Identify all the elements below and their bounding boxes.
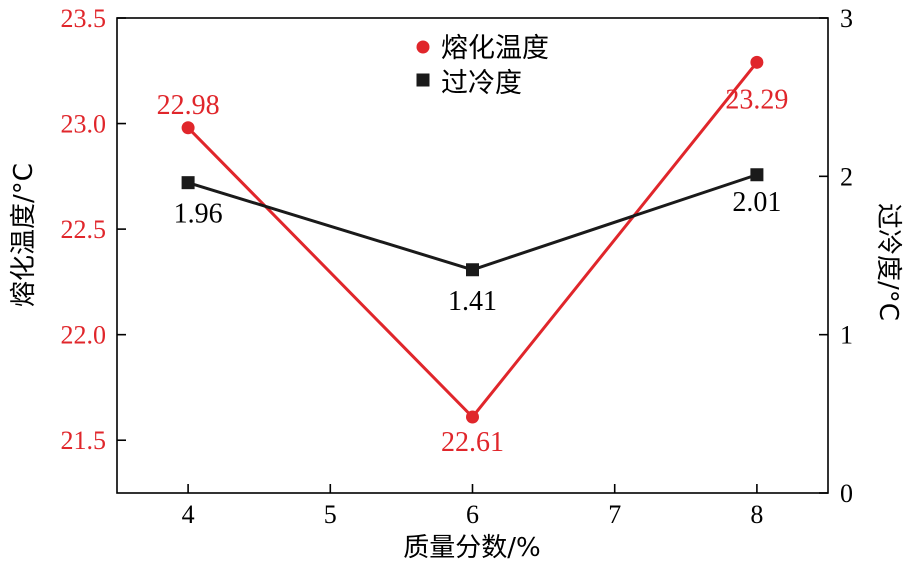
x-tick-label: 4 xyxy=(182,500,195,529)
legend-marker-supercooling xyxy=(416,73,430,87)
melting-temperature-line xyxy=(187,61,759,420)
x-tick-label: 7 xyxy=(608,500,621,529)
y-right-tick-label: 0 xyxy=(840,479,853,508)
y-left-tick-label: 23.0 xyxy=(61,110,107,139)
y-axis-left-title: 熔化温度/°C xyxy=(9,163,39,307)
x-tick-label: 6 xyxy=(466,500,479,529)
y-axis-right-title: 过冷度/°C xyxy=(873,203,903,321)
supercooling-line xyxy=(187,173,758,272)
melting-temperature-data-label: 22.98 xyxy=(157,90,220,121)
legend-label-melting: 熔化温度 xyxy=(441,33,549,64)
supercooling-data-label: 1.96 xyxy=(174,199,223,230)
legend-label-supercooling: 过冷度 xyxy=(441,68,522,99)
melting-temperature-point xyxy=(750,55,764,69)
legend: 熔化温度 过冷度 xyxy=(416,33,549,99)
supercooling-point xyxy=(181,176,195,190)
supercooling-point xyxy=(750,168,764,182)
melting-temperature-point xyxy=(181,121,195,135)
melting-temperature-data-label: 23.29 xyxy=(725,84,788,115)
supercooling-data-label: 2.01 xyxy=(732,187,781,218)
y-left-tick-label: 22.0 xyxy=(61,321,107,350)
x-tick-label: 8 xyxy=(750,500,763,529)
supercooling-point xyxy=(466,263,479,277)
y-right-tick-label: 1 xyxy=(840,321,853,350)
y-left-tick-label: 21.5 xyxy=(61,426,107,455)
x-tick-label: 5 xyxy=(324,500,337,529)
y-right-tick-label: 2 xyxy=(840,162,853,191)
series-layer: 22.98 22.61 23.29 1.96 1.41 2.01 xyxy=(157,55,788,458)
y-axis-left-ticks: 21.5 22.0 22.5 23.0 23.5 xyxy=(61,4,126,455)
y-left-tick-label: 23.5 xyxy=(61,4,107,33)
melting-temperature-data-label: 22.61 xyxy=(441,427,504,458)
y-right-tick-label: 3 xyxy=(840,4,853,33)
y-left-tick-label: 22.5 xyxy=(61,215,107,244)
y-axis-right-ticks: 0 1 2 3 xyxy=(819,4,853,508)
legend-marker-melting xyxy=(416,40,430,54)
x-axis-ticks: 4 5 6 7 8 xyxy=(182,484,763,529)
supercooling-data-label: 1.41 xyxy=(448,286,497,317)
melting-temperature-point xyxy=(466,410,479,424)
x-axis-title: 质量分数/% xyxy=(403,533,540,563)
